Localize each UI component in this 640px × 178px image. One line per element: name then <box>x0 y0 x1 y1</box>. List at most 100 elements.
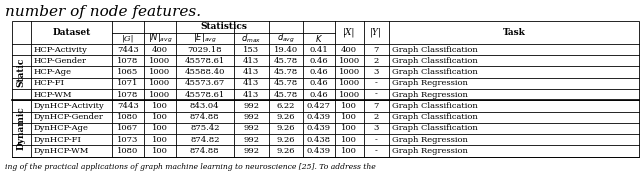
Text: 6.22: 6.22 <box>276 102 295 110</box>
Text: 1080: 1080 <box>117 147 139 155</box>
Text: 7443: 7443 <box>117 46 139 54</box>
Text: 1000: 1000 <box>339 57 360 65</box>
Text: 45.78: 45.78 <box>274 79 298 87</box>
Text: 0.46: 0.46 <box>309 68 328 76</box>
Text: 1078: 1078 <box>117 91 139 99</box>
Text: 0.427: 0.427 <box>307 102 331 110</box>
Text: 19.40: 19.40 <box>274 46 298 54</box>
Text: 1000: 1000 <box>149 57 171 65</box>
Text: 1065: 1065 <box>117 68 139 76</box>
Text: 0.46: 0.46 <box>309 91 328 99</box>
Text: 7: 7 <box>374 102 379 110</box>
Text: Dataset: Dataset <box>52 28 90 37</box>
Text: 100: 100 <box>341 113 357 121</box>
Text: $|N|_{avg}$: $|N|_{avg}$ <box>148 32 172 45</box>
Text: HCP-FI: HCP-FI <box>34 79 65 87</box>
Text: 100: 100 <box>341 147 357 155</box>
Text: 100: 100 <box>152 136 168 144</box>
Text: Graph Classification: Graph Classification <box>392 68 478 76</box>
Text: 9.26: 9.26 <box>276 136 295 144</box>
Text: 843.04: 843.04 <box>190 102 220 110</box>
Text: 9.26: 9.26 <box>276 113 295 121</box>
Text: 0.41: 0.41 <box>309 46 328 54</box>
Text: 874.88: 874.88 <box>190 113 220 121</box>
Text: 1067: 1067 <box>117 124 139 132</box>
Text: DynHCP-WM: DynHCP-WM <box>34 147 90 155</box>
Text: 45.78: 45.78 <box>274 68 298 76</box>
Text: ing of the practical applications of graph machine learning to neuroscience [25]: ing of the practical applications of gra… <box>5 163 376 171</box>
Text: HCP-Gender: HCP-Gender <box>34 57 87 65</box>
Text: 992: 992 <box>243 124 259 132</box>
Text: 875.42: 875.42 <box>190 124 220 132</box>
Text: 7: 7 <box>374 46 379 54</box>
Text: 0.439: 0.439 <box>307 113 331 121</box>
Text: 0.438: 0.438 <box>307 136 331 144</box>
Text: Graph Classification: Graph Classification <box>392 113 478 121</box>
Text: 45.78: 45.78 <box>274 57 298 65</box>
Text: DynHCP-Gender: DynHCP-Gender <box>34 113 104 121</box>
Text: 45.78: 45.78 <box>274 91 298 99</box>
Text: 413: 413 <box>243 91 259 99</box>
Text: -: - <box>375 147 378 155</box>
Text: 0.439: 0.439 <box>307 124 331 132</box>
Text: 9.26: 9.26 <box>276 124 295 132</box>
Text: 100: 100 <box>152 102 168 110</box>
Text: Graph Classification: Graph Classification <box>392 46 478 54</box>
Text: $K$: $K$ <box>315 33 323 44</box>
Text: 100: 100 <box>341 124 357 132</box>
Text: DynHCP-Age: DynHCP-Age <box>34 124 89 132</box>
Text: Graph Regression: Graph Regression <box>392 91 468 99</box>
Text: 992: 992 <box>243 136 259 144</box>
Text: 1000: 1000 <box>339 68 360 76</box>
Text: Static: Static <box>17 57 26 87</box>
Text: Graph Classification: Graph Classification <box>392 57 478 65</box>
Text: Graph Regression: Graph Regression <box>392 79 468 87</box>
Text: 1078: 1078 <box>117 57 139 65</box>
Text: Dynamic: Dynamic <box>17 107 26 150</box>
Bar <box>12 21 639 157</box>
Text: 9.26: 9.26 <box>276 147 295 155</box>
Text: DynHCP-Activity: DynHCP-Activity <box>34 102 105 110</box>
Text: 100: 100 <box>341 102 357 110</box>
Text: Graph Regression: Graph Regression <box>392 136 468 144</box>
Text: 2: 2 <box>374 113 379 121</box>
Text: 45578.61: 45578.61 <box>185 57 225 65</box>
Text: $|E|_{avg}$: $|E|_{avg}$ <box>193 32 216 45</box>
Text: -: - <box>375 79 378 87</box>
Text: -: - <box>375 136 378 144</box>
Text: 1000: 1000 <box>149 79 171 87</box>
Text: $d_{avg}$: $d_{avg}$ <box>277 32 294 45</box>
Text: Graph Regression: Graph Regression <box>392 147 468 155</box>
Text: DynHCP-FI: DynHCP-FI <box>34 136 82 144</box>
Text: HCP-Activity: HCP-Activity <box>34 46 88 54</box>
Text: |Y|: |Y| <box>371 28 382 37</box>
Text: Task: Task <box>502 28 525 37</box>
Text: 992: 992 <box>243 102 259 110</box>
Text: -: - <box>375 91 378 99</box>
Text: 100: 100 <box>152 124 168 132</box>
Text: 0.46: 0.46 <box>309 79 328 87</box>
Text: 400: 400 <box>152 46 168 54</box>
Text: 400: 400 <box>341 46 357 54</box>
Text: 992: 992 <box>243 147 259 155</box>
Text: 45578.61: 45578.61 <box>185 91 225 99</box>
Text: 2: 2 <box>374 57 379 65</box>
Text: 992: 992 <box>243 113 259 121</box>
Text: 874.82: 874.82 <box>190 136 220 144</box>
Text: 413: 413 <box>243 79 259 87</box>
Text: Graph Classification: Graph Classification <box>392 102 478 110</box>
Text: 1073: 1073 <box>117 136 139 144</box>
Text: 45573.67: 45573.67 <box>185 79 225 87</box>
Text: 1071: 1071 <box>117 79 139 87</box>
Text: 100: 100 <box>152 113 168 121</box>
Text: 3: 3 <box>374 124 379 132</box>
Text: |X|: |X| <box>343 28 355 37</box>
Text: Statistics: Statistics <box>200 22 247 32</box>
Text: 1000: 1000 <box>339 91 360 99</box>
Text: 100: 100 <box>341 136 357 144</box>
Text: 7443: 7443 <box>117 102 139 110</box>
Text: 0.439: 0.439 <box>307 147 331 155</box>
Text: 1080: 1080 <box>117 113 139 121</box>
Text: 153: 153 <box>243 46 259 54</box>
Text: number of node features.: number of node features. <box>5 5 201 19</box>
